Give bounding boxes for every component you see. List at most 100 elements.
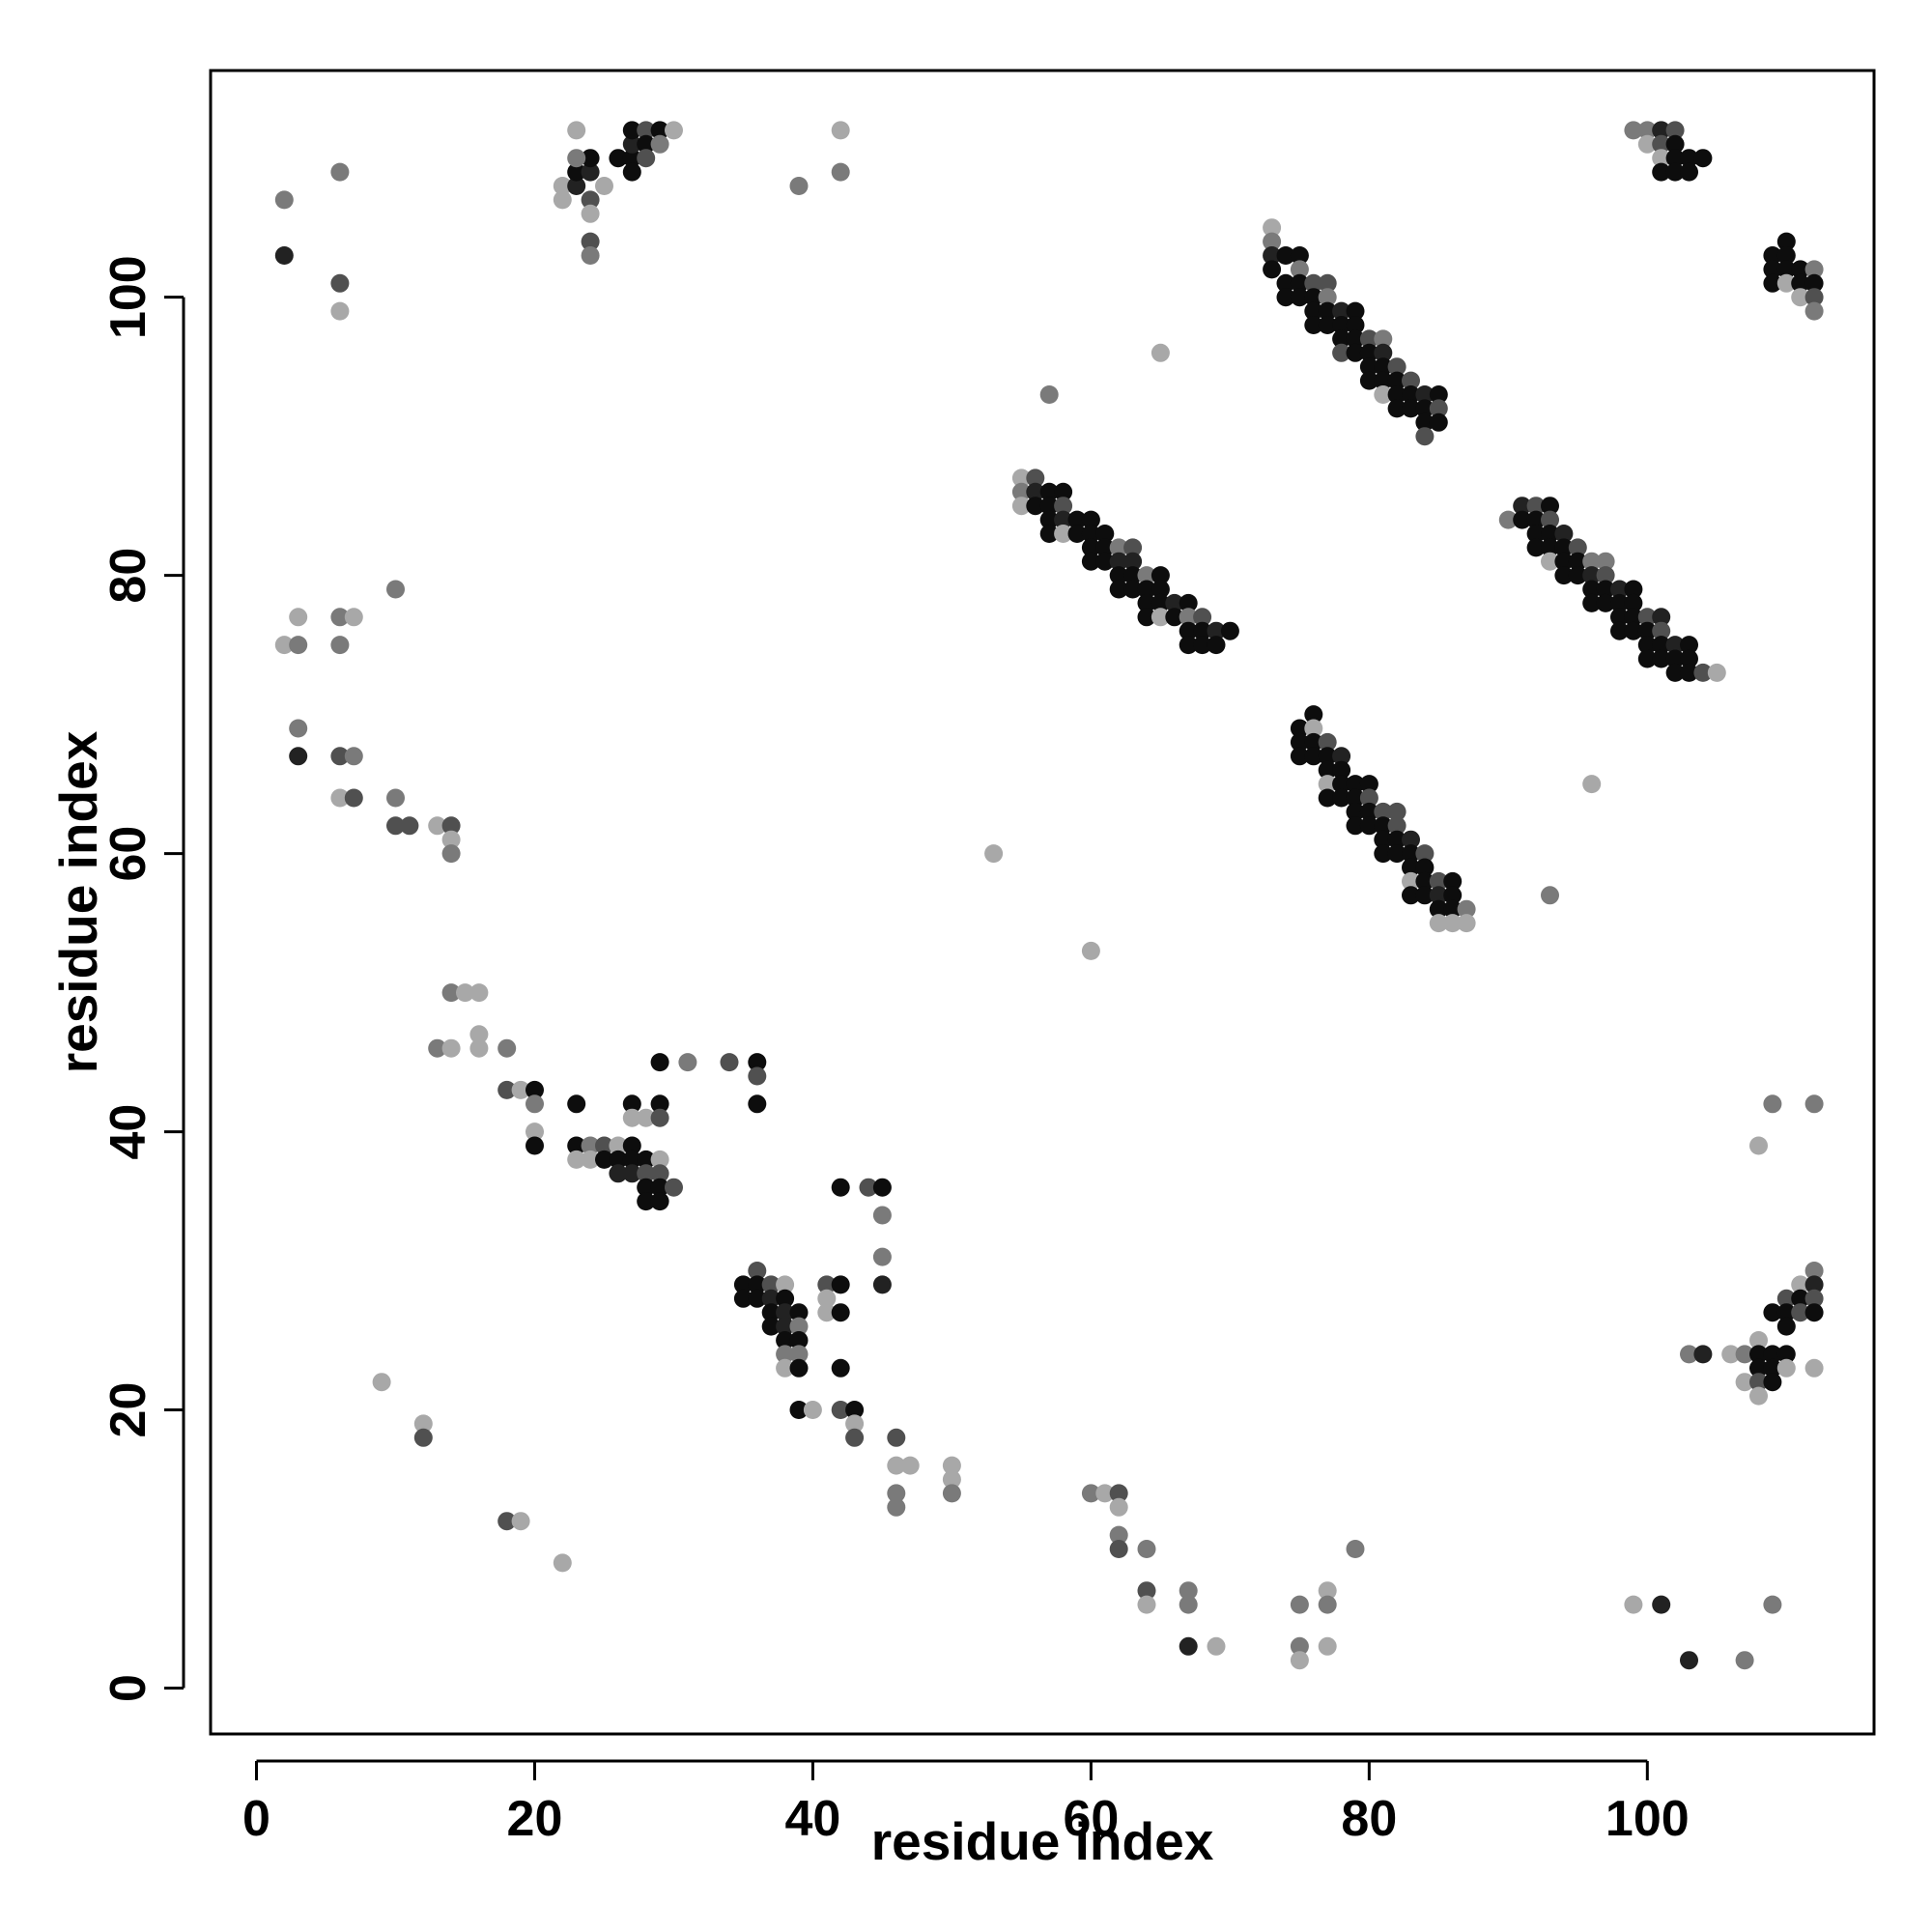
contact-point [1652,636,1671,655]
contact-point [650,1053,669,1072]
contact-point [1137,566,1156,585]
contact-point [1109,566,1128,585]
contact-point [1457,899,1476,919]
contact-point [344,747,363,766]
contact-point [789,1331,809,1350]
contact-point [1402,830,1420,849]
contact-point [1151,566,1170,585]
contact-point [1429,899,1448,919]
contact-point [567,1150,586,1169]
contact-point [1374,357,1393,377]
contact-point [1067,510,1087,529]
contact-point [1290,288,1309,307]
contact-point [1652,621,1671,640]
contact-point [609,1164,628,1183]
contact-point [581,1150,600,1169]
contact-point [1081,510,1100,529]
contact-point [1151,580,1170,599]
contact-point [526,1080,544,1099]
contact-point [1193,621,1212,640]
contact-point [984,844,1004,864]
contact-point [1304,301,1323,321]
contact-point [413,1414,433,1434]
contact-point [469,983,489,1003]
contact-point [1652,121,1671,140]
contact-point [441,983,461,1003]
contact-point [1109,580,1128,599]
contact-point [1123,538,1143,557]
contact-point [1749,1136,1768,1155]
contact-point [526,1136,544,1155]
contact-point [581,190,600,210]
contact-point [553,190,572,210]
contact-point [581,1136,600,1155]
contact-point [497,1038,517,1058]
contact-point [1276,273,1295,293]
contact-point [1095,1484,1115,1503]
contact-point [1568,552,1587,571]
contact-point [1290,1651,1309,1670]
contact-point [1290,246,1309,265]
contact-point [1387,802,1406,821]
contact-point [733,1275,753,1294]
contact-point [1541,552,1559,571]
x-axis-title: residue index [871,1811,1214,1871]
contact-point [1332,301,1351,321]
contact-point [1109,1484,1128,1503]
contact-point [803,1401,822,1419]
contact-point [1804,301,1824,321]
contact-point [1624,621,1643,640]
contact-point [831,1178,850,1197]
contact-point [1582,566,1602,585]
contact-point [1081,1484,1100,1503]
contact-point [1179,621,1198,640]
contact-point [1652,162,1671,182]
contact-point [1054,525,1073,543]
contact-point [831,1401,850,1419]
contact-point [330,636,350,655]
contact-point [650,121,669,140]
contact-point [372,1373,391,1392]
y-tick-label: 60 [100,826,156,882]
contact-point [1290,719,1309,738]
contact-point [1193,608,1212,627]
contact-point [1207,636,1226,655]
y-tick-label: 80 [100,548,156,604]
contact-point [1665,649,1685,668]
contact-point [1429,399,1448,418]
contact-point [1123,566,1143,585]
contact-point [511,1080,530,1099]
contact-point [1151,593,1170,612]
contact-point [1429,412,1448,432]
contact-point [1429,886,1448,905]
contact-point [1693,663,1713,682]
contact-point [1735,1651,1754,1670]
contact-point [1318,1636,1337,1656]
contact-point [1359,357,1378,377]
contact-point [1318,288,1337,307]
contact-point [1763,246,1782,265]
contact-point [1346,343,1365,362]
contact-point [1541,525,1559,543]
contact-point [1735,1373,1754,1392]
contact-point [1109,1540,1128,1558]
contact-point [1109,552,1128,571]
contact-point [1610,621,1629,640]
contact-point [1011,469,1031,488]
contact-point [1443,886,1463,905]
contact-point [567,121,586,140]
contact-point [553,177,572,195]
contact-point [1415,886,1435,905]
contact-point [1513,510,1532,529]
contact-point [1304,316,1323,334]
contact-point [1179,1595,1198,1614]
x-tick-label: 100 [1605,1791,1690,1847]
contact-point [1318,301,1337,321]
contact-point [1179,593,1198,612]
contact-point [1610,593,1629,612]
contact-point [1290,1636,1309,1656]
contact-point [400,816,419,836]
contact-point [386,788,405,808]
contact-point [1054,497,1073,516]
contact-point [1011,497,1031,516]
